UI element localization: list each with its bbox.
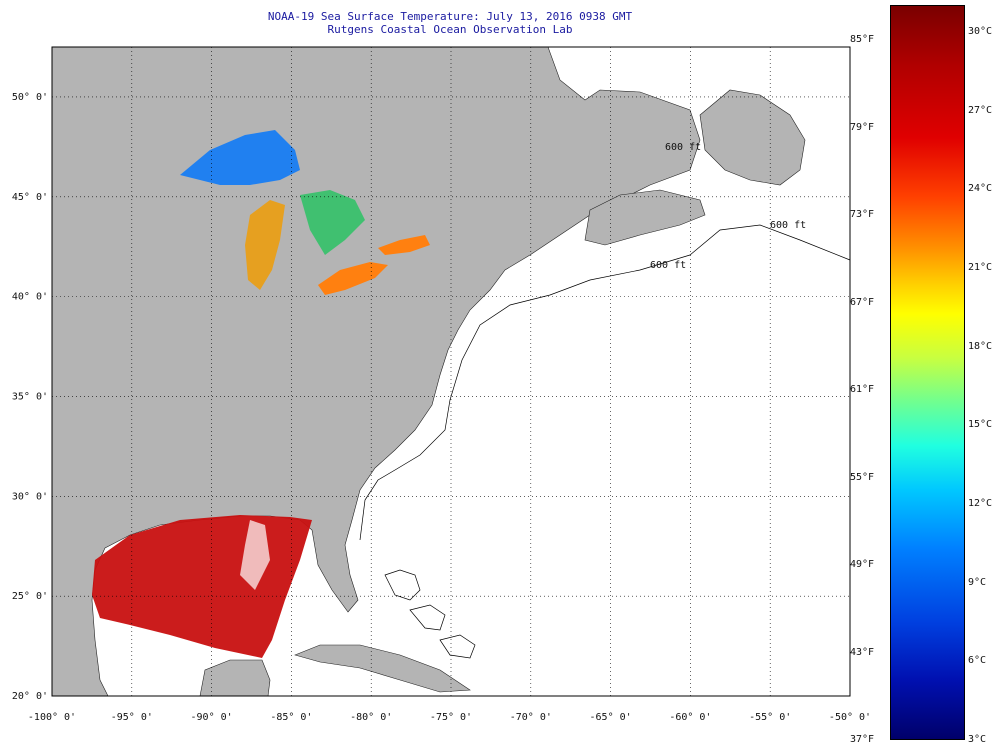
lake-superior-sst — [180, 130, 300, 185]
colorbar-fahrenheit-label: 85°F — [850, 34, 875, 45]
longitude-label: -85° 0' — [270, 712, 312, 723]
latitude-label: 45° 0' — [12, 192, 48, 203]
lake-michigan-sst — [245, 200, 285, 290]
chart-subtitle: Rutgens Coastal Ocean Observation Lab — [327, 23, 573, 36]
lake-huron-sst — [300, 190, 365, 255]
longitude-label: -70° 0' — [510, 712, 552, 723]
colorbar-fahrenheit-label: 73°F — [850, 209, 875, 220]
colorbar-fahrenheit-label: 49°F — [850, 559, 875, 570]
contour-label: 600 ft — [665, 142, 701, 153]
latitude-label: 40° 0' — [12, 292, 48, 303]
longitude-label: -60° 0' — [669, 712, 711, 723]
colorbar-celsius-label: 30°C — [968, 26, 993, 37]
gulf-sst-highlight — [240, 520, 270, 590]
colorbar-fahrenheit-label: 55°F — [850, 471, 875, 483]
latitude-label: 30° 0' — [12, 491, 48, 502]
contour-label: 600 ft — [650, 260, 686, 271]
colorbar-celsius-label: 9°C — [968, 576, 987, 588]
contour-label: 600 ft — [770, 220, 806, 231]
axis-ticks: 50° 0' 45° 0' 40° 0' 35° 0' 30° 0' 25° 0' 20° … — [12, 92, 871, 723]
longitude-label: -50° 0' — [829, 712, 871, 723]
shelf-contour — [359, 224, 851, 541]
latitude-label: 20° 0' — [12, 691, 48, 702]
colorbar-fahrenheit-label: 67°F — [850, 296, 875, 308]
latitude-label: 50° 0' — [12, 92, 48, 103]
latitude-label: 25° 0' — [12, 591, 48, 602]
chart-title: NOAA-19 Sea Surface Temperature: July 13… — [267, 10, 633, 23]
colorbar-fahrenheit-label: 61°F — [850, 384, 875, 395]
longitude-label: -90° 0' — [191, 712, 233, 723]
north-america-land — [51, 46, 701, 697]
longitude-label: -55° 0' — [749, 712, 791, 723]
colorbar-fahrenheit-label: 79°F — [850, 121, 875, 133]
longitude-label: -65° 0' — [590, 712, 632, 723]
longitude-label: -75° 0' — [430, 712, 472, 723]
cuba-land — [294, 644, 471, 693]
colorbar-celsius-label: 18°C — [968, 340, 993, 352]
nova-scotia-land — [584, 189, 706, 246]
colorbar-celsius-label: 3°C — [968, 734, 987, 745]
colorbar-celsius-label: 27°C — [968, 104, 993, 116]
colorbar-celsius-label: 15°C — [968, 419, 993, 431]
colorbar-celsius-label: 21°C — [968, 262, 993, 273]
colorbar-celsius-label: 6°C — [968, 655, 987, 667]
colorbar-celsius-label: 12°C — [968, 498, 993, 509]
bahamas-outline — [384, 569, 476, 659]
lake-ontario-sst — [378, 235, 430, 255]
map-frame — [51, 46, 851, 697]
colorbar-fahrenheit-label: 43°F — [850, 646, 875, 658]
temperature-colorbar — [890, 5, 965, 740]
longitude-label: -80° 0' — [350, 712, 392, 723]
colorbar-celsius-label: 24°C — [968, 183, 993, 195]
latitude-label: 35° 0' — [12, 391, 48, 402]
newfoundland-land — [699, 89, 806, 186]
longitude-label: -95° 0' — [111, 712, 153, 723]
lake-erie-sst — [318, 262, 388, 295]
colorbar-fahrenheit-label: 37°F — [850, 734, 875, 745]
longitude-label: -100° 0' — [28, 712, 76, 723]
